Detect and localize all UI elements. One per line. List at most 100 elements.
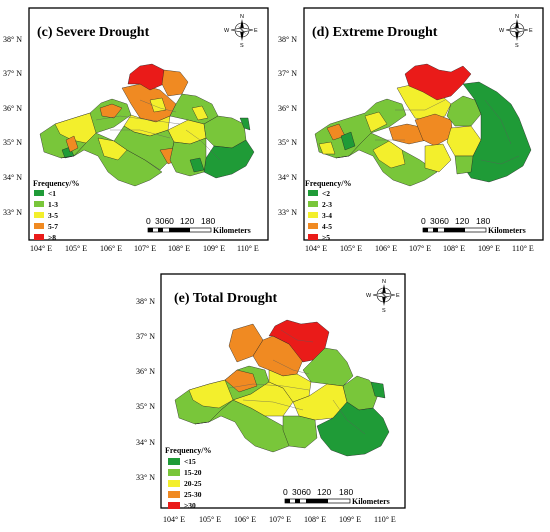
legend-swatch <box>168 458 180 465</box>
legend-label: 1-3 <box>48 200 58 209</box>
map-region <box>189 157 205 173</box>
compass-n-label: N <box>382 279 386 285</box>
legend-swatch <box>168 502 180 509</box>
lat-tick-35: 35° N <box>278 138 297 147</box>
map-region <box>316 401 390 457</box>
legend-swatch <box>34 190 44 196</box>
legend-swatch <box>34 223 44 229</box>
legend-swatch <box>308 223 318 229</box>
legend-swatch <box>168 469 180 476</box>
lat-tick-37: 37° N <box>278 69 297 78</box>
scale-tick-180: 180 <box>201 216 215 226</box>
map-region <box>364 111 388 133</box>
legend-title: Frequency/% <box>305 179 352 188</box>
map-region <box>424 143 452 173</box>
legend-title: Frequency/% <box>33 179 80 188</box>
lon-tick-107: 107° E <box>134 244 156 253</box>
legend-label: 5-7 <box>48 222 58 231</box>
lat-tick-37: 37° N <box>136 332 155 341</box>
map-region <box>454 155 474 175</box>
lat-tick-35: 35° N <box>136 402 155 411</box>
compass-s-label: S <box>382 308 386 314</box>
legend-label: 20-25 <box>184 479 202 488</box>
scale-bar: 0 3060 120 180 Kilometers <box>421 216 526 235</box>
scale-tick-60: 3060 <box>155 216 174 226</box>
lon-tick-108: 108° E <box>168 244 190 253</box>
lon-tick-labels: 104° E 105° E 106° E 107° E 108° E 109° … <box>305 244 534 253</box>
scale-unit: Kilometers <box>488 226 526 235</box>
map-panel-e: 38° N 37° N 36° N 35° N 34° N 33° N (e) … <box>133 270 413 532</box>
lat-tick-35: 35° N <box>3 138 22 147</box>
legend-swatch <box>34 234 44 240</box>
legend-label: 2-3 <box>322 200 332 209</box>
legend-swatch <box>308 234 318 240</box>
lon-tick-105: 105° E <box>340 244 362 253</box>
choropleth-map <box>314 63 532 187</box>
scale-bar: 0 3060 120 180 Kilometers <box>146 216 251 235</box>
map-region <box>224 369 258 393</box>
compass-w-label: W <box>224 28 230 34</box>
legend-swatch <box>308 201 318 207</box>
lon-tick-109: 109° E <box>339 515 361 524</box>
lat-tick-34: 34° N <box>278 173 297 182</box>
lat-tick-33: 33° N <box>3 208 22 217</box>
lon-tick-104: 104° E <box>163 515 185 524</box>
lat-tick-34: 34° N <box>136 438 155 447</box>
map-legend: Frequency/% <2 2-3 3-4 4-5 >5 <box>305 179 352 242</box>
legend-label: 25-30 <box>184 490 202 499</box>
map-region <box>65 135 79 153</box>
lon-tick-106: 106° E <box>375 244 397 253</box>
compass-e-label: E <box>254 28 258 34</box>
map-panel-d: 38° N 37° N 36° N 35° N 34° N 33° N (d) … <box>275 0 550 262</box>
scale-unit: Kilometers <box>213 226 251 235</box>
lon-tick-104: 104° E <box>305 244 327 253</box>
lat-tick-33: 33° N <box>136 473 155 482</box>
legend-swatch <box>308 190 318 196</box>
map-region <box>282 415 318 449</box>
map-region-boundary <box>95 99 221 161</box>
lat-tick-labels: 38° N 37° N 36° N 35° N 34° N 33° N <box>278 35 297 217</box>
lon-tick-109: 109° E <box>203 244 225 253</box>
scale-tick-60: 3060 <box>430 216 449 226</box>
legend-swatch <box>34 201 44 207</box>
map-region <box>404 63 472 101</box>
legend-swatch <box>168 480 180 487</box>
compass-w-label: W <box>499 28 505 34</box>
map-panel-c: 38° N 37° N 36° N 35° N 34° N 33° N (c) … <box>0 0 275 262</box>
legend-label: 3-4 <box>322 211 332 220</box>
compass-s-label: S <box>515 43 519 49</box>
lat-tick-36: 36° N <box>278 104 297 113</box>
map-title: (c) Severe Drought <box>37 25 150 40</box>
map-region <box>188 379 234 409</box>
lat-tick-labels: 38° N 37° N 36° N 35° N 34° N 33° N <box>3 35 22 217</box>
map-region <box>318 141 336 155</box>
legend-label: >8 <box>48 233 56 242</box>
map-region-boundary <box>375 99 520 165</box>
map-region <box>302 347 354 387</box>
scale-bar: 0 3060 120 180 Kilometers <box>283 487 390 506</box>
scale-unit: Kilometers <box>352 497 390 506</box>
legend-label: <15 <box>184 457 196 466</box>
lat-tick-38: 38° N <box>136 297 155 306</box>
lat-tick-37: 37° N <box>3 69 22 78</box>
map-region <box>99 103 123 119</box>
map-title: (d) Extreme Drought <box>312 25 438 40</box>
compass-n-label: N <box>515 14 519 20</box>
lon-tick-110: 110° E <box>237 244 259 253</box>
map-legend: Frequency/% <1 1-3 3-5 5-7 >8 <box>33 179 80 242</box>
legend-label: <2 <box>322 189 330 198</box>
compass-rose-icon: N S E W <box>366 279 400 314</box>
map-region <box>60 132 163 187</box>
lon-tick-107: 107° E <box>269 515 291 524</box>
compass-w-label: W <box>366 293 372 299</box>
lon-tick-110: 110° E <box>374 515 396 524</box>
lat-tick-34: 34° N <box>3 173 22 182</box>
lat-tick-36: 36° N <box>3 104 22 113</box>
map-title: (e) Total Drought <box>174 291 278 306</box>
lat-tick-38: 38° N <box>278 35 297 44</box>
legend-swatch <box>168 491 180 498</box>
compass-n-label: N <box>240 14 244 20</box>
choropleth-map <box>174 319 390 457</box>
lat-tick-33: 33° N <box>278 208 297 217</box>
legend-label: 15-20 <box>184 468 202 477</box>
